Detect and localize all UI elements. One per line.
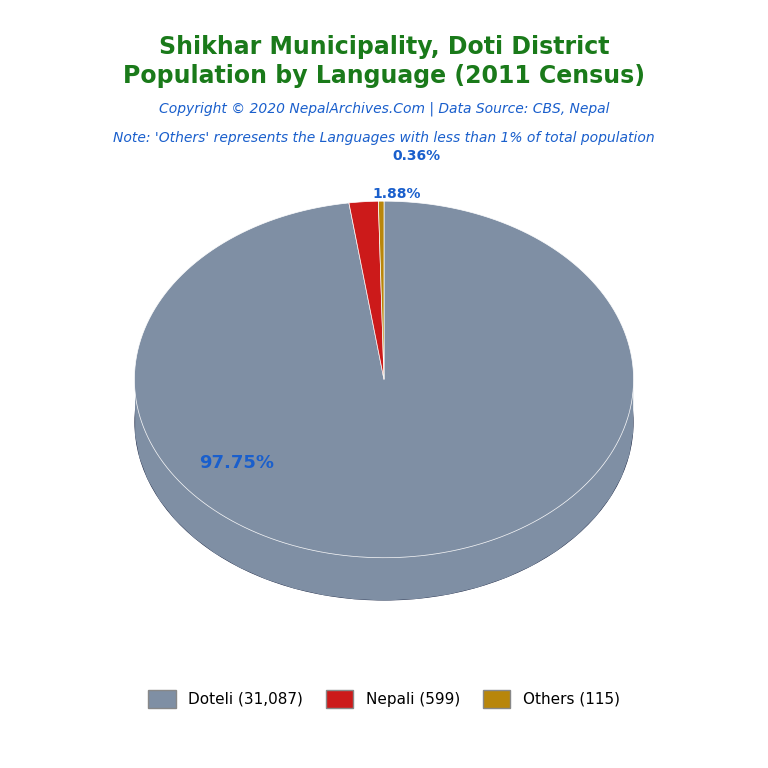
Text: Shikhar Municipality, Doti District
Population by Language (2011 Census): Shikhar Municipality, Doti District Popu… [123,35,645,88]
Polygon shape [349,201,384,379]
Text: 97.75%: 97.75% [199,454,274,472]
Polygon shape [379,201,384,379]
Ellipse shape [134,244,634,601]
Legend: Doteli (31,087), Nepali (599), Others (115): Doteli (31,087), Nepali (599), Others (1… [142,684,626,714]
Text: Note: 'Others' represents the Languages with less than 1% of total population: Note: 'Others' represents the Languages … [113,131,655,144]
Text: 1.88%: 1.88% [372,187,421,201]
Polygon shape [134,201,634,558]
Polygon shape [135,390,633,601]
Text: 0.36%: 0.36% [392,148,441,163]
Text: Copyright © 2020 NepalArchives.Com | Data Source: CBS, Nepal: Copyright © 2020 NepalArchives.Com | Dat… [159,101,609,116]
